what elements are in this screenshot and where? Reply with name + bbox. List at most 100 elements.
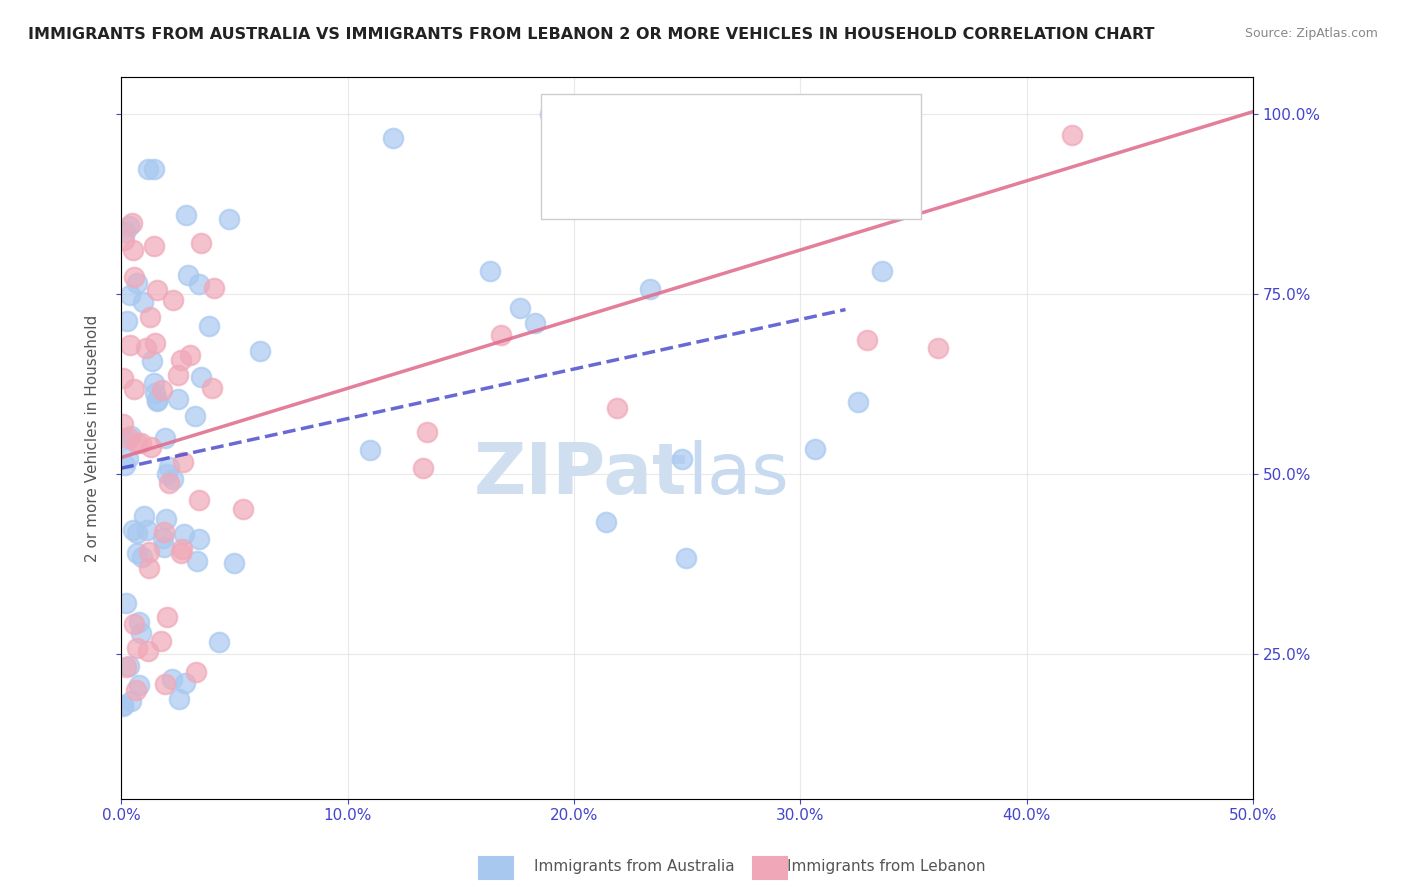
Point — [127, 276, 149, 290]
Point — [224, 556, 246, 570]
Point — [478, 264, 501, 278]
Point — [198, 318, 221, 333]
Point — [208, 635, 231, 649]
Point — [112, 431, 135, 445]
Point — [848, 394, 870, 409]
Point — [120, 694, 142, 708]
Point — [143, 239, 166, 253]
Point — [162, 472, 184, 486]
Point — [150, 634, 173, 648]
Point — [179, 348, 201, 362]
Point — [249, 344, 271, 359]
Text: IMMIGRANTS FROM AUSTRALIA VS IMMIGRANTS FROM LEBANON 2 OR MORE VEHICLES IN HOUSE: IMMIGRANTS FROM AUSTRALIA VS IMMIGRANTS … — [28, 27, 1154, 42]
Point — [890, 112, 912, 126]
Point — [523, 316, 546, 330]
Point — [177, 268, 200, 282]
Point — [142, 376, 165, 390]
Text: N =: N = — [696, 156, 738, 174]
Point — [153, 677, 176, 691]
Point — [127, 641, 149, 656]
Point — [184, 665, 207, 679]
Point — [170, 352, 193, 367]
Point — [122, 243, 145, 257]
Point — [139, 310, 162, 324]
Point — [132, 509, 155, 524]
Point — [129, 436, 152, 450]
Point — [138, 545, 160, 559]
Point — [638, 281, 661, 295]
Point — [167, 692, 190, 706]
Point — [118, 431, 141, 445]
Point — [128, 615, 150, 630]
Point — [173, 676, 195, 690]
Y-axis label: 2 or more Vehicles in Household: 2 or more Vehicles in Household — [86, 315, 100, 562]
Text: 0.309: 0.309 — [623, 156, 679, 174]
Text: Immigrants from Lebanon: Immigrants from Lebanon — [787, 859, 986, 874]
Point — [143, 386, 166, 401]
Text: R =: R = — [572, 156, 613, 174]
Point — [135, 341, 157, 355]
Point — [136, 162, 159, 177]
Point — [112, 698, 135, 712]
Point — [146, 283, 169, 297]
Point — [870, 264, 893, 278]
Point — [145, 392, 167, 407]
Point — [232, 502, 254, 516]
Point — [173, 527, 195, 541]
Point — [153, 431, 176, 445]
Point — [740, 178, 762, 193]
Point — [155, 512, 177, 526]
Point — [595, 516, 617, 530]
Point — [190, 235, 212, 250]
Point — [186, 554, 208, 568]
Point — [142, 161, 165, 176]
Point — [856, 333, 879, 347]
Point — [218, 211, 240, 226]
Text: 53: 53 — [741, 156, 766, 174]
Point — [927, 341, 949, 355]
Point — [155, 467, 177, 482]
Point — [132, 295, 155, 310]
Point — [671, 451, 693, 466]
Point — [538, 106, 561, 120]
Text: 0.332: 0.332 — [623, 116, 679, 134]
Point — [595, 130, 617, 145]
Point — [120, 429, 142, 443]
Point — [121, 523, 143, 537]
Point — [118, 219, 141, 234]
Point — [166, 368, 188, 382]
Point — [117, 451, 139, 466]
Point — [114, 225, 136, 239]
Point — [131, 550, 153, 565]
Point — [150, 384, 173, 398]
Text: Source: ZipAtlas.com: Source: ZipAtlas.com — [1244, 27, 1378, 40]
Point — [112, 233, 135, 247]
Point — [172, 455, 194, 469]
Point — [606, 401, 628, 415]
Point — [152, 531, 174, 545]
Point — [115, 660, 138, 674]
Point — [156, 610, 179, 624]
Point — [170, 546, 193, 560]
Point — [121, 216, 143, 230]
Point — [153, 541, 176, 555]
Point — [146, 394, 169, 409]
Point — [167, 392, 190, 406]
Point — [115, 314, 138, 328]
Point — [141, 354, 163, 368]
Point — [359, 443, 381, 458]
Point — [157, 460, 180, 475]
Text: ZIPat: ZIPat — [474, 440, 688, 508]
Point — [136, 644, 159, 658]
Point — [122, 616, 145, 631]
Point — [675, 551, 697, 566]
Point — [143, 335, 166, 350]
Point — [114, 458, 136, 472]
Text: R =: R = — [572, 116, 613, 134]
Point — [118, 288, 141, 302]
Point — [174, 208, 197, 222]
Point — [509, 301, 531, 315]
Point — [125, 436, 148, 450]
Point — [118, 338, 141, 352]
Point — [160, 672, 183, 686]
